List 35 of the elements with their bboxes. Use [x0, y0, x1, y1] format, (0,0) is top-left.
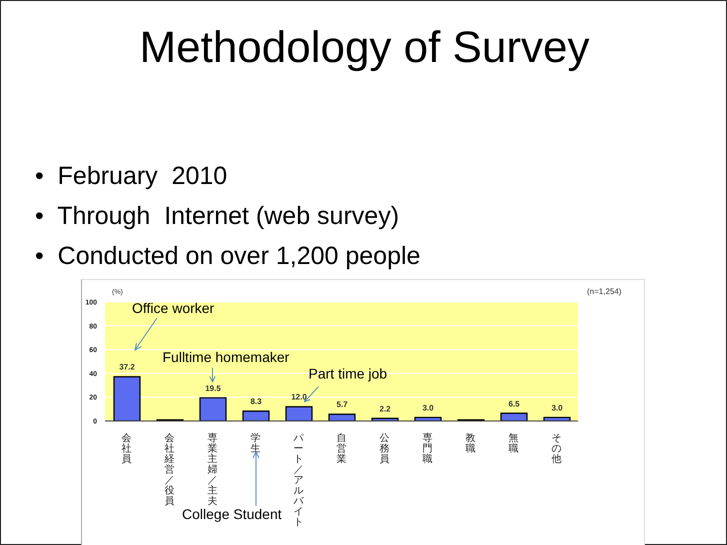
chart-title: Methodology of Survey [138, 23, 591, 73]
text: • Through Internet (web survey) [35, 201, 400, 232]
text: • Conducted on over 1,200 people [35, 241, 420, 272]
x-tick-label: 会社員 [122, 432, 132, 465]
x-tick-label: 自営業 [336, 432, 346, 465]
category-label: パート／アルバイト [294, 433, 304, 528]
bar [328, 414, 356, 421]
x-tick-label: 会社経営／役員 [164, 432, 174, 507]
data-label: 3.0 [551, 403, 564, 412]
data-label: 12.0 [291, 392, 308, 402]
bar [113, 376, 141, 421]
data-label: 6.5 [508, 399, 520, 408]
text: (n=1,254) [587, 287, 622, 296]
data-label: 5.7 [336, 400, 348, 410]
x-tick-label: 教職 [466, 433, 476, 454]
bar [242, 410, 270, 421]
x-tick-label: 学生 [250, 432, 260, 454]
data-label: 19.5 [205, 384, 222, 393]
bar [285, 406, 313, 421]
annotation: Office worker [132, 300, 214, 316]
data-label: 3.0 [422, 403, 434, 412]
data-label: 2.2 [379, 404, 392, 414]
data-label: 37.2 [119, 362, 136, 372]
annotation: Part time job [308, 366, 388, 382]
text: College Student [182, 506, 282, 522]
x-tick-label: 専門職 [422, 432, 432, 465]
bar [500, 412, 528, 421]
x-tick-label: 専業主婦／主夫 [208, 432, 218, 507]
data-label: 8.3 [250, 397, 262, 406]
annotation: Fulltime homemaker [162, 348, 290, 365]
x-tick-label: 無職 [508, 432, 518, 454]
x-tick-label: その他 [552, 433, 562, 465]
bar [199, 397, 227, 421]
text: • February 2010 [35, 161, 228, 192]
x-tick-label: 公務員 [380, 432, 390, 465]
